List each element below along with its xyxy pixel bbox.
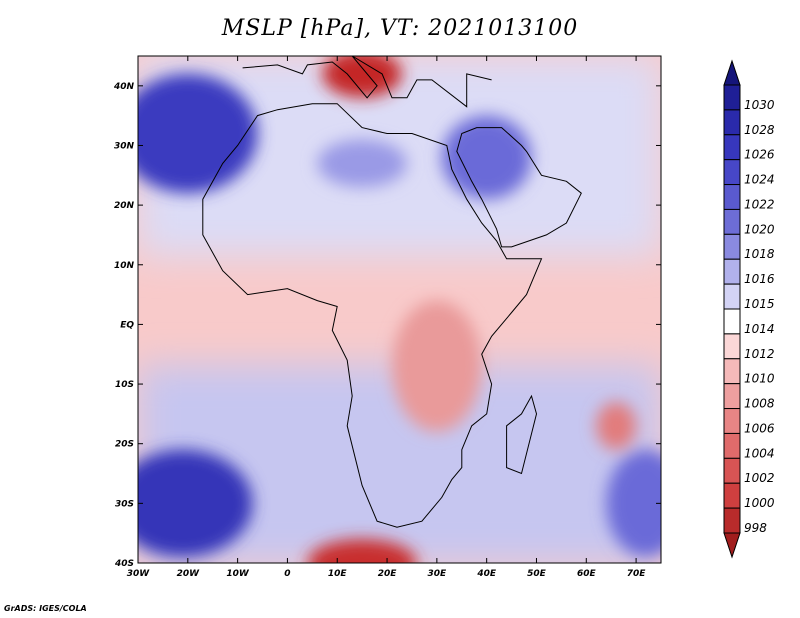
y-tick-label: 40N [113, 82, 135, 92]
colorbar-label: 1026 [744, 148, 775, 162]
x-tick-label: 30E [428, 569, 448, 579]
arabia-coastline [456, 127, 582, 248]
colorbar-swatch [723, 308, 741, 335]
colorbar-bottom-arrow [723, 532, 741, 559]
x-tick-label: 40E [476, 569, 497, 579]
colorbar-label: 1006 [744, 421, 775, 435]
south-atlantic-high-cell [138, 449, 253, 558]
colorbar-label: 1024 [744, 173, 775, 187]
colorbar-label: 1020 [744, 222, 775, 236]
east-africa-low-cell [392, 300, 482, 432]
colorbar-swatch [723, 109, 741, 136]
colorbar-swatch [723, 134, 741, 161]
y-tick-label: 20N [114, 201, 135, 211]
y-tick-label: 30S [115, 499, 134, 509]
colorbar-swatch [723, 432, 741, 459]
longitude-axis: 30W 20W 10W 0 10E 20E 30E 40E 50E 60E 70E [127, 56, 647, 579]
map-title: MSLP [hPa], VT: 2021013100 [221, 16, 579, 41]
colorbar-label: 1010 [744, 372, 775, 386]
y-tick-label: 30N [114, 141, 135, 151]
y-tick-label: 20S [115, 440, 134, 450]
colorbar-label: 1030 [744, 98, 775, 112]
arabian-high-cell [441, 115, 532, 200]
x-tick-label: 20E [378, 569, 398, 579]
colorbar-swatch [723, 233, 741, 260]
colorbar-label: 1000 [744, 496, 775, 510]
x-tick-label: 30W [127, 569, 151, 579]
colorbar-label: 1016 [744, 272, 775, 286]
colorbar-label: 1028 [744, 123, 775, 137]
colorbar-label: 1012 [744, 347, 775, 361]
colorbar-swatch [723, 507, 741, 534]
x-tick-label: 10W [226, 569, 250, 579]
colorbar-label: 1004 [744, 446, 775, 460]
x-tick-label: 70E [627, 569, 647, 579]
plot-frame [137, 55, 662, 564]
europe-coastline [242, 56, 492, 108]
colorbar-label: 1018 [744, 247, 775, 261]
latitude-axis: 40N 30N 20N 10N EQ 10S 20S 30S 40S [113, 82, 661, 569]
colorbar-label: 1015 [744, 297, 775, 311]
y-tick-label: EQ [120, 320, 134, 330]
colorbar-label: 1014 [744, 322, 775, 336]
colorbar-swatch [723, 84, 741, 111]
colorbar-swatch [723, 457, 741, 484]
x-tick-label: 50E [527, 569, 547, 579]
y-tick-label: 10S [115, 380, 134, 390]
colorbar: 1030 1028 1026 1024 1022 1020 1018 1016 1015 1014… [723, 59, 775, 559]
colorbar-swatch [723, 333, 741, 360]
madagascar-coastline [506, 394, 538, 475]
x-tick-label: 60E [577, 569, 597, 579]
colorbar-label: 1002 [744, 471, 775, 485]
colorbar-label: 1008 [744, 397, 775, 411]
colorbar-swatch [723, 258, 741, 285]
colorbar-swatch [723, 408, 741, 434]
indian-ocean-high-cell [606, 449, 661, 558]
colorbar-swatch [723, 208, 741, 235]
mediterranean-low-cell [322, 56, 402, 98]
colorbar-swatch [723, 283, 741, 310]
colorbar-label: 998 [744, 521, 767, 535]
grads-credit: GrADS: IGES/COLA [4, 604, 87, 613]
colorbar-label: 1022 [744, 197, 775, 211]
pressure-field [138, 56, 661, 563]
colorbar-swatch [723, 184, 741, 210]
colorbar-swatch [723, 159, 741, 186]
x-tick-label: 20W [177, 569, 201, 579]
colorbar-swatch [723, 383, 741, 410]
colorbar-swatch [723, 358, 741, 385]
azores-high-cell [138, 73, 258, 194]
sahara-high-cell [317, 139, 407, 188]
x-tick-label: 0 [284, 569, 290, 579]
madagascar-low-cell [596, 401, 637, 450]
y-tick-label: 10N [114, 261, 135, 271]
x-tick-label: 10E [328, 569, 348, 579]
colorbar-top-arrow [723, 59, 741, 86]
y-tick-label: 40S [114, 559, 134, 569]
southern-low-cell [307, 539, 417, 563]
colorbar-swatch [723, 482, 741, 509]
africa-coastline [202, 103, 543, 528]
